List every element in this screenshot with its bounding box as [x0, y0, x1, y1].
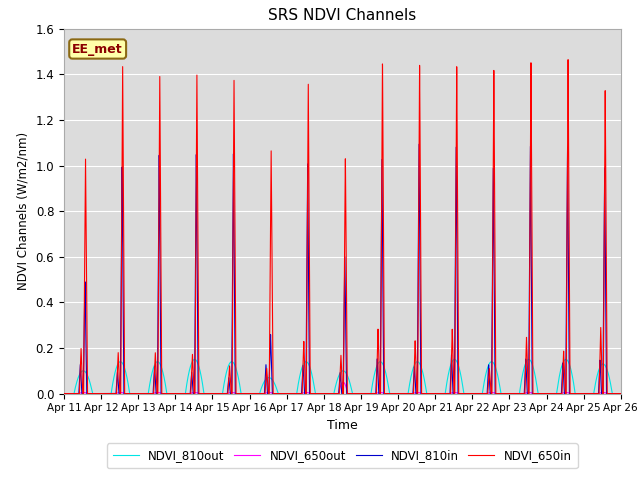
NDVI_650in [617, 391, 625, 396]
NDVI_810out [173, 391, 181, 396]
NDVI_650in [179, 391, 187, 396]
NDVI_810out [269, 377, 276, 383]
NDVI_650in [564, 57, 572, 62]
NDVI_810out [60, 391, 68, 396]
NDVI_650in [269, 309, 276, 315]
NDVI_810in [615, 391, 623, 396]
NDVI_810out [615, 391, 623, 396]
NDVI_810in [415, 141, 423, 147]
Line: NDVI_650in: NDVI_650in [64, 60, 621, 394]
NDVI_810in [617, 391, 625, 396]
NDVI_650in [173, 391, 181, 396]
NDVI_810out [617, 391, 625, 396]
Line: NDVI_810out: NDVI_810out [64, 360, 621, 394]
NDVI_650out [499, 391, 506, 396]
NDVI_810out [419, 372, 427, 377]
NDVI_650out [60, 391, 68, 396]
NDVI_810out [562, 357, 570, 362]
Y-axis label: NDVI Channels (W/m2/nm): NDVI Channels (W/m2/nm) [17, 132, 30, 290]
NDVI_650out [339, 379, 347, 385]
NDVI_650out [179, 391, 187, 396]
NDVI_810out [179, 391, 187, 396]
NDVI_810in [60, 391, 68, 396]
X-axis label: Time: Time [327, 419, 358, 432]
Line: NDVI_810in: NDVI_810in [64, 144, 621, 394]
NDVI_650out [173, 391, 181, 396]
NDVI_650out [269, 390, 276, 396]
NDVI_810in [179, 391, 187, 396]
Title: SRS NDVI Channels: SRS NDVI Channels [268, 9, 417, 24]
NDVI_650out [419, 391, 427, 396]
NDVI_650in [419, 391, 427, 396]
NDVI_650in [499, 391, 506, 396]
NDVI_650out [617, 391, 625, 396]
NDVI_810in [499, 391, 506, 396]
NDVI_810in [419, 391, 427, 396]
Line: NDVI_650out: NDVI_650out [64, 382, 621, 394]
NDVI_810out [499, 391, 506, 396]
NDVI_650in [60, 391, 68, 396]
NDVI_810in [269, 391, 276, 396]
NDVI_810in [173, 391, 181, 396]
NDVI_650out [615, 391, 623, 396]
Text: EE_met: EE_met [72, 43, 123, 56]
Legend: NDVI_810out, NDVI_650out, NDVI_810in, NDVI_650in: NDVI_810out, NDVI_650out, NDVI_810in, ND… [107, 443, 578, 468]
NDVI_650in [615, 391, 623, 396]
